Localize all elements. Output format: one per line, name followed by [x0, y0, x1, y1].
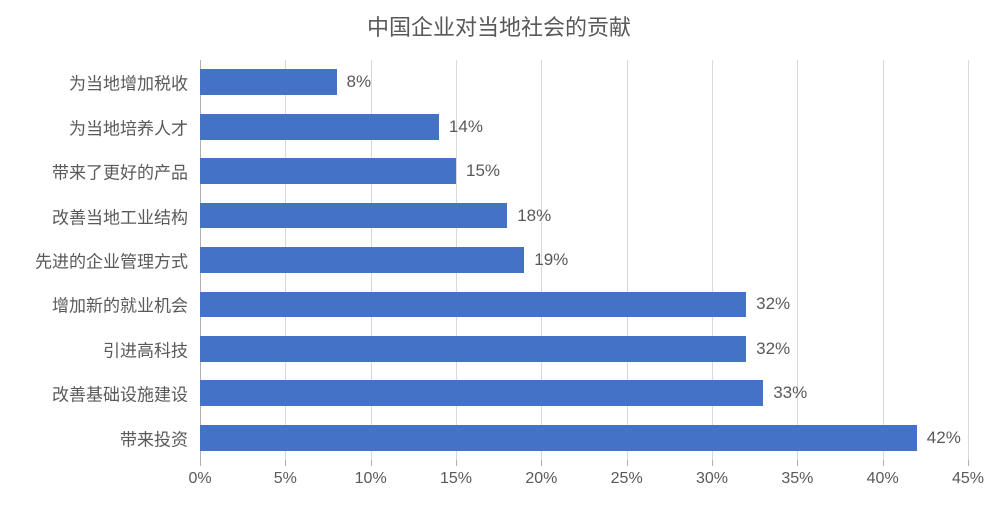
bar-value-label: 32%: [756, 339, 790, 359]
x-tick: [456, 460, 457, 466]
x-tick-label: 0%: [188, 470, 211, 488]
x-tick: [541, 460, 542, 466]
x-tick-label: 5%: [274, 470, 297, 488]
x-tick: [883, 460, 884, 466]
y-axis-label: 引进高科技: [103, 336, 188, 361]
bar-value-label: 8%: [347, 72, 372, 92]
bar-row: 18%: [200, 203, 968, 229]
x-tick-label: 40%: [867, 470, 899, 488]
x-tick-label: 45%: [952, 470, 984, 488]
bar: [200, 292, 746, 318]
bar: [200, 425, 917, 451]
bar-value-label: 42%: [927, 428, 961, 448]
bars: 8% 14% 15% 18% 19% 32% 32% 33% 42%: [200, 60, 968, 460]
bar-row: 8%: [200, 69, 968, 95]
bar-row: 15%: [200, 158, 968, 184]
bar-value-label: 18%: [517, 206, 551, 226]
x-tick: [712, 460, 713, 466]
bar-row: 14%: [200, 114, 968, 140]
bar-row: 33%: [200, 380, 968, 406]
bar-row: 42%: [200, 425, 968, 451]
bar: [200, 69, 337, 95]
x-tick-label: 35%: [781, 470, 813, 488]
bar-row: 19%: [200, 247, 968, 273]
x-tick-label: 25%: [611, 470, 643, 488]
bar-value-label: 32%: [756, 294, 790, 314]
y-axis-label: 为当地增加税收: [69, 70, 188, 95]
x-tick: [371, 460, 372, 466]
x-tick: [200, 460, 201, 466]
x-tick-label: 30%: [696, 470, 728, 488]
bar-value-label: 14%: [449, 117, 483, 137]
bar-row: 32%: [200, 292, 968, 318]
bar: [200, 336, 746, 362]
x-tick-label: 20%: [525, 470, 557, 488]
y-axis-label: 先进的企业管理方式: [35, 248, 188, 273]
x-tick: [285, 460, 286, 466]
x-tick-label: 10%: [355, 470, 387, 488]
y-axis-label: 带来投资: [120, 425, 188, 450]
gridline: [968, 60, 969, 460]
bar: [200, 380, 763, 406]
bar: [200, 158, 456, 184]
y-axis-label: 改善当地工业结构: [52, 203, 188, 228]
y-axis-labels: 为当地增加税收为当地培养人才带来了更好的产品改善当地工业结构先进的企业管理方式增…: [0, 60, 200, 460]
bar-value-label: 33%: [773, 383, 807, 403]
chart-container: 中国企业对当地社会的贡献 为当地增加税收为当地培养人才带来了更好的产品改善当地工…: [0, 0, 998, 506]
bar-value-label: 19%: [534, 250, 568, 270]
bar: [200, 247, 524, 273]
x-tick: [797, 460, 798, 466]
bar-value-label: 15%: [466, 161, 500, 181]
x-tick: [627, 460, 628, 466]
y-axis-label: 带来了更好的产品: [52, 159, 188, 184]
y-axis-label: 改善基础设施建设: [52, 381, 188, 406]
x-tick-label: 15%: [440, 470, 472, 488]
bar-row: 32%: [200, 336, 968, 362]
plot-area: 0%5%10%15%20%25%30%35%40%45% 8%14%15%18%…: [200, 60, 968, 460]
x-tick: [968, 460, 969, 466]
y-axis-label: 为当地培养人才: [69, 114, 188, 139]
y-axis-label: 增加新的就业机会: [52, 292, 188, 317]
bar: [200, 114, 439, 140]
chart-title: 中国企业对当地社会的贡献: [0, 10, 998, 42]
bar: [200, 203, 507, 229]
